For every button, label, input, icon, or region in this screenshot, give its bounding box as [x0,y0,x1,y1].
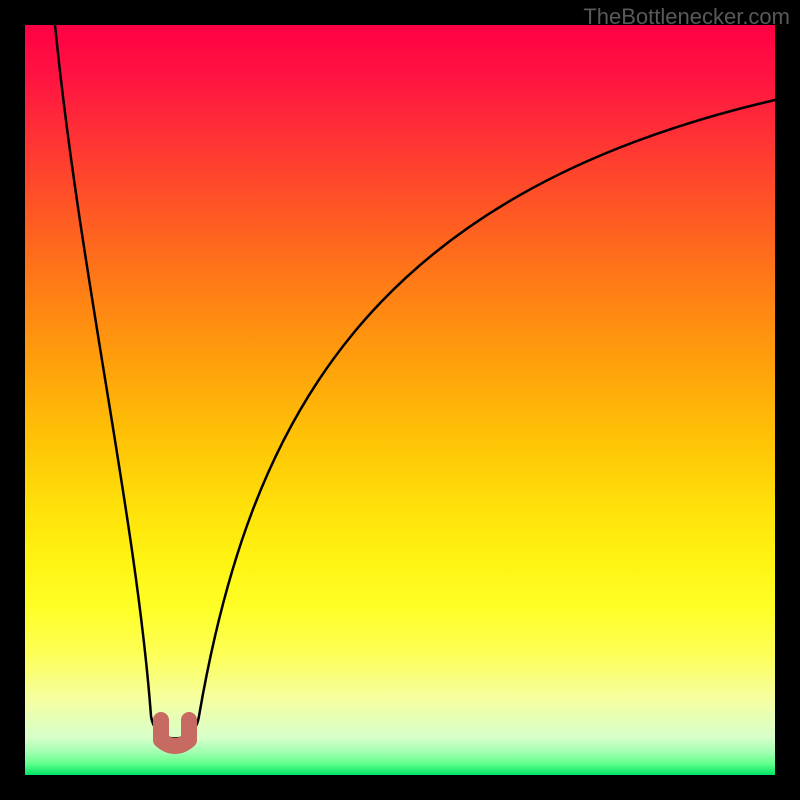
gradient-background [25,25,775,775]
watermark-text: TheBottlenecker.com [583,4,790,30]
bottleneck-chart [0,0,800,800]
chart-container: TheBottlenecker.com [0,0,800,800]
